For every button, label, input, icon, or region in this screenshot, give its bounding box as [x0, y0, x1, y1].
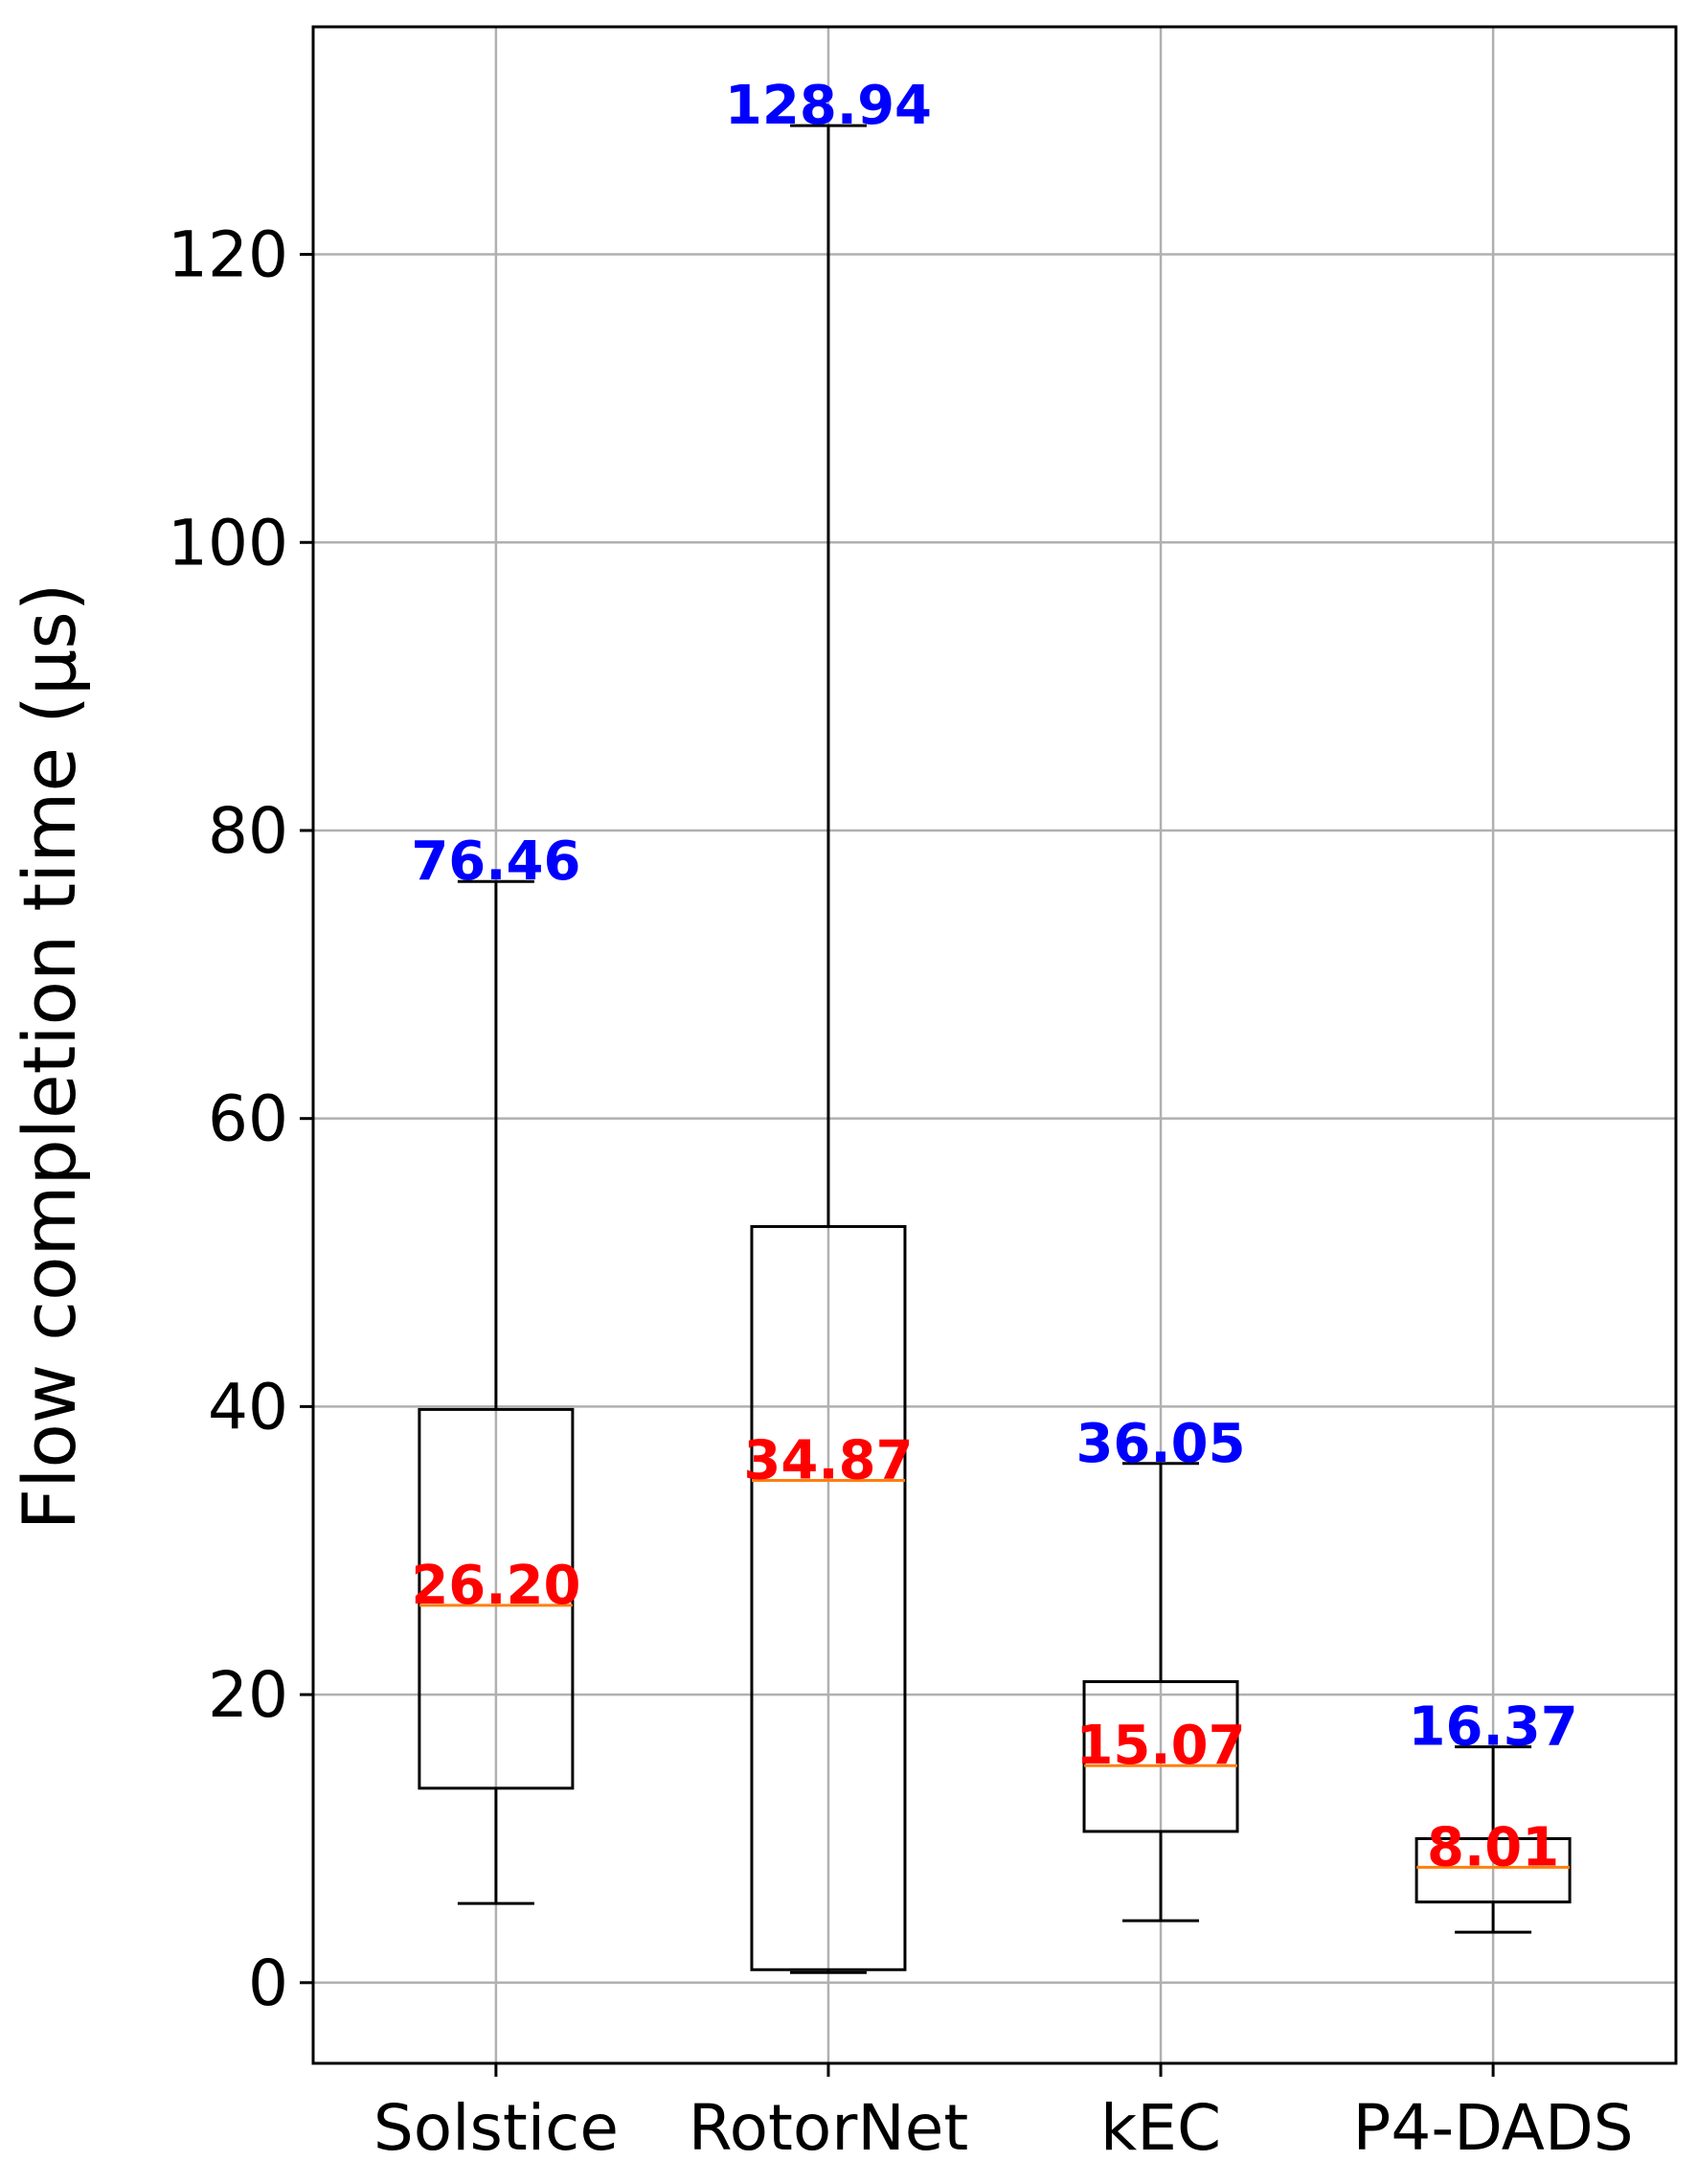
y-axis-title: Flow completion time (µs) — [7, 583, 92, 1531]
x-tick-label: P4-DADS — [1353, 2091, 1634, 2165]
y-tick-label: 120 — [168, 218, 288, 292]
box-iqr — [1414, 1836, 1572, 1904]
box-iqr — [1082, 1680, 1239, 1833]
x-tick-label: kEC — [1100, 2091, 1221, 2165]
y-tick-label: 60 — [208, 1082, 288, 1156]
max-value-label: 76.46 — [411, 830, 580, 893]
max-value-label: 16.37 — [1409, 1696, 1578, 1759]
box-iqr — [750, 1224, 907, 1971]
box-layer — [418, 124, 1572, 1974]
label-layer: 26.20 76.46 34.87 128.94 15.07 36.05 8.01 16.37 — [411, 75, 1577, 1878]
axis-layer: 0 20 40 60 80 100 120 Solstice RotorNet kEC P4-DAD… — [168, 25, 1678, 2165]
x-tick-label: RotorNet — [689, 2091, 969, 2165]
max-value-label: 36.05 — [1075, 1413, 1245, 1475]
median-value-label: 26.20 — [411, 1555, 580, 1617]
median-value-label: 8.01 — [1427, 1816, 1559, 1878]
plot-frame — [311, 25, 1678, 2065]
x-tick-label: Solstice — [373, 2091, 619, 2165]
median-value-label: 15.07 — [1075, 1715, 1245, 1777]
y-tick-label: 100 — [168, 506, 288, 580]
y-tick-label: 0 — [248, 1946, 288, 2020]
box-iqr — [418, 1407, 575, 1790]
y-tick-label: 80 — [208, 794, 288, 868]
y-tick-label: 20 — [208, 1658, 288, 1732]
y-tick-label: 40 — [208, 1370, 288, 1444]
max-value-label: 128.94 — [725, 75, 932, 137]
median-value-label: 34.87 — [743, 1430, 913, 1492]
